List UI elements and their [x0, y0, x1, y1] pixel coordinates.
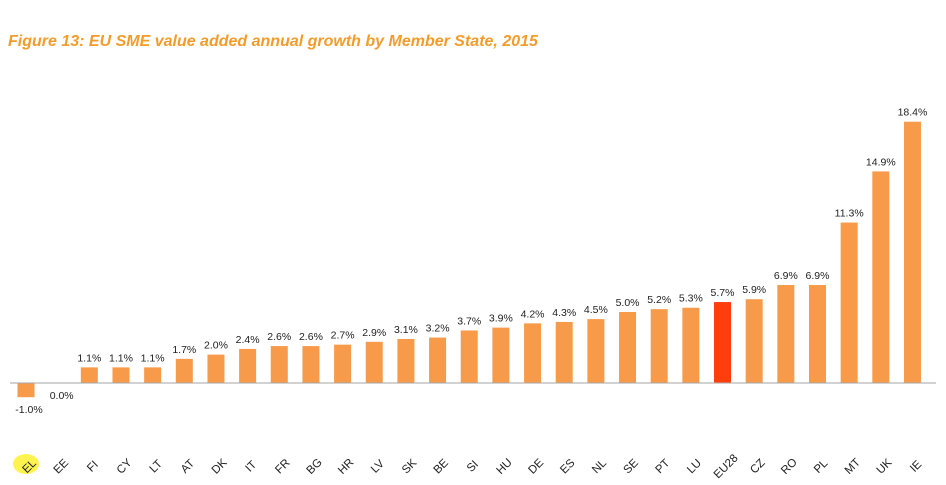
- value-label-cy: 1.1%: [109, 352, 133, 364]
- tick-label-ro: RO: [779, 456, 800, 477]
- tick-label-bg: BG: [305, 457, 325, 477]
- tick-label-si: SI: [465, 459, 481, 475]
- bar-se: [619, 312, 637, 383]
- value-label-uk: 14.9%: [866, 156, 896, 168]
- bar-pl: [809, 285, 826, 383]
- bar-es: [555, 321, 573, 383]
- value-label-si: 3.7%: [457, 315, 481, 327]
- tick-label-se: SE: [622, 457, 642, 477]
- value-label-el: -1.0%: [15, 404, 42, 416]
- tick-label-es: ES: [558, 457, 578, 477]
- tick-label-uk: UK: [875, 457, 895, 477]
- tick-label-mt: MT: [843, 457, 863, 477]
- value-label-cz: 5.9%: [742, 284, 766, 296]
- tick-label-lv: LV: [369, 458, 387, 476]
- bar-cy: [112, 367, 130, 383]
- value-label-hu: 3.9%: [489, 313, 513, 325]
- value-label-ee: 0.0%: [50, 390, 74, 402]
- tick-label-fi: FI: [85, 459, 101, 475]
- value-label-mt: 11.3%: [835, 208, 864, 220]
- value-label-pt: 5.2%: [647, 294, 671, 306]
- bar-it: [239, 348, 257, 383]
- value-label-it: 2.4%: [236, 334, 260, 346]
- tick-label-hu: HU: [494, 457, 514, 477]
- value-label-pl: 6.9%: [806, 270, 830, 282]
- tick-label-be: BE: [432, 457, 452, 477]
- value-label-de: 4.2%: [521, 308, 545, 320]
- bar-ro: [777, 285, 795, 383]
- tick-label-de: DE: [526, 457, 546, 477]
- value-label-fi: 1.1%: [77, 352, 101, 364]
- bar-mt: [840, 222, 858, 383]
- bar-bg: [302, 346, 320, 383]
- value-label-bg: 2.6%: [299, 331, 323, 343]
- tick-label-sk: SK: [400, 457, 420, 477]
- bar-cz: [745, 299, 763, 383]
- tick-label-lt: LT: [148, 458, 165, 475]
- bar-hu: [492, 327, 510, 383]
- value-label-fr: 2.6%: [267, 331, 291, 343]
- value-label-ro: 6.9%: [774, 270, 798, 282]
- tick-label-cy: CY: [115, 457, 135, 477]
- value-label-sk: 3.1%: [394, 324, 418, 336]
- tick-label-ie: IE: [908, 458, 924, 474]
- value-label-be: 3.2%: [426, 323, 450, 335]
- bar-el: [17, 383, 35, 398]
- tick-label-ee: EE: [52, 457, 72, 477]
- chart-title: Figure 13: EU SME value added annual gro…: [8, 33, 538, 50]
- bar-at: [175, 358, 193, 383]
- bar-eu28: [714, 302, 732, 383]
- bar-lv: [365, 341, 383, 383]
- value-label-dk: 2.0%: [204, 340, 228, 352]
- tick-highlight-marker: [13, 454, 39, 474]
- bar-ie: [903, 121, 921, 383]
- bar-sk: [397, 338, 415, 383]
- value-label-at: 1.7%: [172, 344, 196, 356]
- value-label-es: 4.3%: [552, 307, 576, 319]
- bar-lu: [682, 307, 700, 383]
- value-label-lu: 5.3%: [679, 293, 703, 305]
- tick-label-pt: PT: [653, 457, 672, 476]
- value-label-lt: 1.1%: [141, 352, 165, 364]
- bar-si: [460, 330, 478, 383]
- value-label-nl: 4.5%: [584, 304, 608, 316]
- tick-label-cz: CZ: [748, 457, 767, 476]
- bar-hr: [334, 344, 352, 383]
- tick-label-at: AT: [179, 458, 197, 476]
- bar-fi: [80, 367, 98, 383]
- bar-be: [429, 337, 447, 383]
- tick-label-fr: FR: [273, 457, 292, 476]
- bar-nl: [587, 319, 605, 383]
- bar-pt: [650, 309, 668, 383]
- value-label-ie: 18.4%: [898, 107, 928, 119]
- bar-fr: [270, 346, 288, 383]
- tick-label-eu28: EU28: [712, 452, 741, 481]
- tick-label-it: IT: [243, 459, 259, 475]
- bar-lt: [144, 367, 162, 383]
- bar-de: [524, 323, 542, 383]
- tick-label-dk: DK: [210, 457, 230, 477]
- value-label-eu28: 5.7%: [711, 287, 735, 299]
- tick-label-pl: PL: [812, 457, 831, 476]
- value-label-lv: 2.9%: [362, 327, 386, 339]
- tick-label-hr: HR: [336, 457, 356, 477]
- tick-label-nl: NL: [590, 457, 609, 476]
- value-label-hr: 2.7%: [331, 330, 355, 342]
- bar-dk: [207, 354, 225, 383]
- value-label-se: 5.0%: [616, 297, 640, 309]
- tick-label-lu: LU: [685, 457, 704, 476]
- bar-uk: [872, 171, 890, 383]
